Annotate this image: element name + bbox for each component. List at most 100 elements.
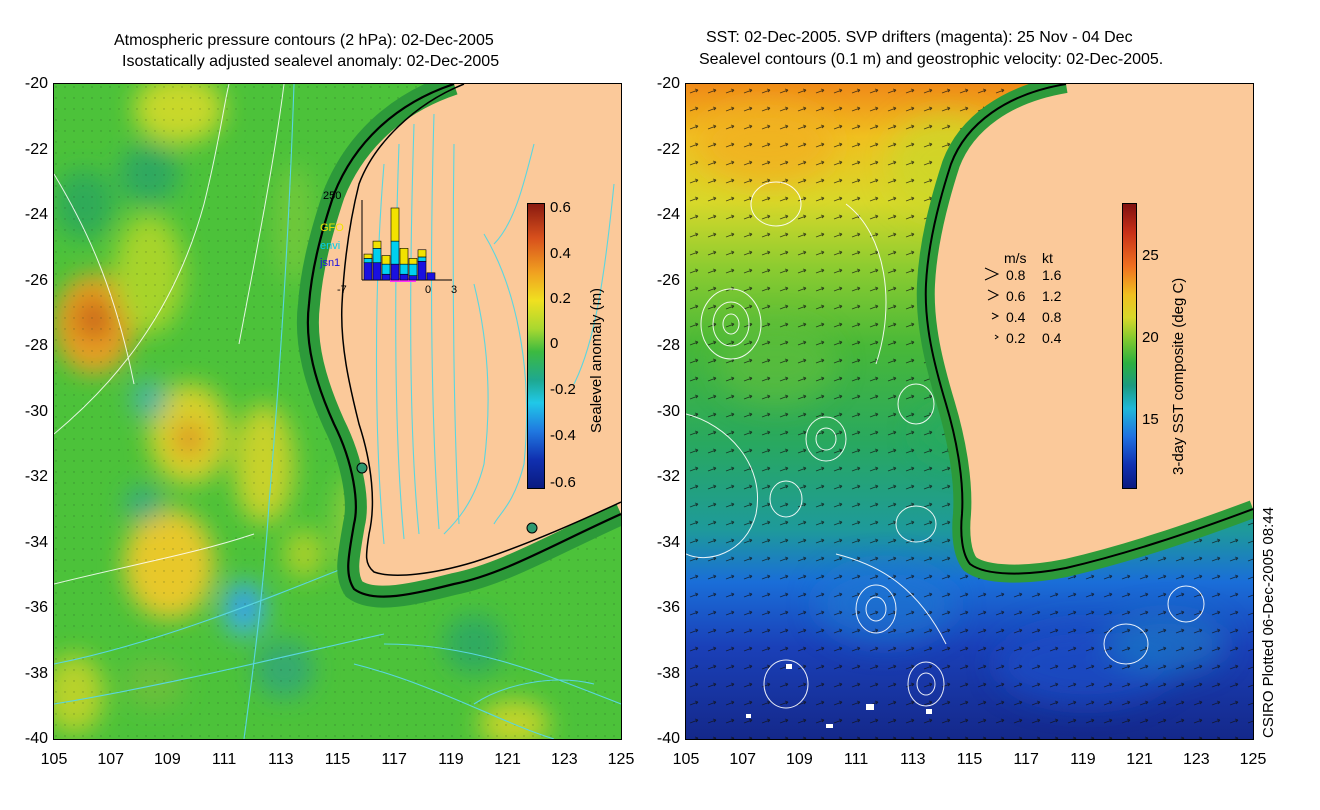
left-lat-tick-label: -30: [24, 402, 48, 420]
histogram-bar-gfo: [363, 253, 373, 259]
velocity-legend-row-4-kt: 0.4: [1042, 330, 1062, 346]
histogram-bar-gfo: [381, 255, 391, 265]
velocity-legend-row-1-ms: 0.8: [1006, 267, 1026, 283]
right-lat-tick-label: -24: [656, 206, 680, 223]
histogram-bar-jsn1: [417, 260, 427, 281]
left-pressure-contours-cyan: [54, 84, 621, 739]
left-land-coast: [340, 84, 621, 576]
right-map-svg: [686, 84, 1253, 739]
velocity-legend-row-3-kt: 0.8: [1042, 309, 1062, 325]
left-lon-tick-label: 109: [154, 751, 181, 768]
right-land: [925, 84, 1253, 739]
left-coastline: [306, 84, 621, 598]
left-cbar-tick-6: -0.6: [550, 474, 576, 491]
left-lon-tick-label: 107: [97, 751, 125, 768]
right-coastline: [924, 84, 1253, 575]
right-lat-tick-label: -40: [656, 730, 680, 747]
histogram-x-label-max: 3: [451, 284, 458, 296]
left-lon-tick-label: 119: [438, 751, 464, 768]
right-colorbar: [1122, 203, 1137, 489]
histogram-bar-jsn1: [381, 273, 391, 281]
right-map[interactable]: [685, 83, 1254, 740]
right-lon-tick-label: 107: [729, 751, 757, 768]
right-lon-tick-label: 119: [1070, 751, 1096, 768]
left-map[interactable]: [53, 83, 622, 740]
right-lat-tick-label: -30: [656, 402, 680, 420]
histogram-x-label-min: -7: [337, 284, 347, 296]
right-lat-tick-label: -36: [656, 599, 680, 616]
left-lon-tick-label: 123: [550, 751, 578, 768]
histogram-bars: [363, 207, 436, 281]
histogram-bar-jsn1: [372, 262, 382, 281]
right-title-line2: Sealevel contours (0.1 m) and geostrophi…: [699, 51, 1164, 68]
right-lon-tick-label: 111: [843, 751, 869, 768]
histogram-bar-gfo: [417, 249, 427, 258]
left-lon-tick-label: 111: [211, 751, 237, 768]
right-cbar-tick-15: 15: [1142, 411, 1159, 428]
left-lon-tick-label: 113: [268, 751, 294, 768]
histogram-bar-gfo: [399, 248, 409, 265]
left-cbar-tick-3: 0: [550, 335, 559, 352]
right-colorbar-label: 3-day SST composite (deg C): [1170, 277, 1187, 475]
right-lat-tick-label: -20: [656, 75, 680, 92]
left-lat-tick-label: -20: [24, 75, 48, 92]
left-land-contours: [375, 113, 615, 545]
histogram-bar-gfo: [372, 240, 382, 249]
right-cloud-gaps: [746, 664, 932, 728]
left-pressure-contours: [54, 84, 285, 585]
velocity-legend-row-2-ms: 0.6: [1006, 288, 1026, 304]
left-lat-tick-label: -38: [24, 664, 48, 682]
right-cbar-tick-25: 25: [1142, 247, 1159, 264]
right-lon-tick-label: 125: [1239, 751, 1267, 768]
velocity-legend-row-3-ms: 0.4: [1006, 309, 1026, 325]
right-lat-tick-label: -34: [656, 533, 680, 551]
left-lat-tick-label: -32: [24, 468, 48, 485]
velocity-legend-row-1-kt: 1.6: [1042, 267, 1062, 283]
left-inset-histogram: 250 GFO envi jsn1 -7 0 3: [310, 188, 460, 298]
histogram-bar-envi: [417, 256, 427, 262]
velocity-legend-row-4-ms: 0.2: [1006, 330, 1026, 346]
left-lat-tick-label: -24: [24, 206, 48, 223]
right-lat-tick-label: -22: [656, 140, 680, 158]
histogram-bar-envi: [372, 248, 382, 264]
left-lon-tick-label: 115: [324, 751, 351, 768]
histogram-bar-envi: [390, 240, 400, 265]
right-lon-tick-label: 123: [1182, 751, 1210, 768]
histogram-bar-gfo: [408, 258, 418, 265]
left-lat-tick-label: -22: [24, 140, 48, 158]
left-title-line1: Atmospheric pressure contours (2 hPa): 0…: [114, 32, 494, 49]
histogram-bar-jsn1: [399, 273, 409, 281]
histogram-legend-jsn1: jsn1: [320, 257, 341, 269]
right-title-line1: SST: 02-Dec-2005. SVP drifters (magenta)…: [706, 29, 1133, 46]
velocity-legend-arrows: [984, 267, 1000, 340]
left-cbar-tick-5: -0.4: [550, 427, 576, 444]
histogram-bar-envi: [399, 263, 409, 275]
left-lat-tick-label: -40: [24, 730, 48, 747]
histogram-x-label-zero: 0: [425, 284, 432, 296]
histogram-bar-envi: [363, 258, 373, 264]
velocity-legend-header-kt: kt: [1042, 250, 1053, 266]
left-cbar-tick-1: 0.4: [550, 245, 571, 262]
right-lat-tick-label: -32: [656, 468, 680, 485]
histogram-bar-envi: [381, 263, 391, 275]
histogram-legend-gfo: GFO: [320, 222, 344, 234]
histogram-bar-gfo: [390, 207, 400, 242]
left-title-line2: Isostatically adjusted sealevel anomaly:…: [122, 53, 500, 70]
right-lon-tick-label: 105: [672, 751, 700, 768]
left-lat-tick-label: -34: [24, 533, 48, 551]
station-marker-south[interactable]: [526, 522, 538, 534]
left-lat-tick-label: -36: [24, 599, 48, 616]
left-lon-tick-label: 125: [607, 751, 635, 768]
left-colorbar-label: Sealevel anomaly (m): [588, 287, 605, 433]
histogram-ymax-label: 250: [323, 190, 342, 202]
credit-text: CSIRO Plotted 06-Dec-2005 08:44: [1260, 507, 1277, 738]
histogram-bar-jsn1: [426, 272, 436, 281]
left-lon-tick-label: 117: [381, 751, 407, 768]
right-sealevel-contours: [686, 181, 1205, 709]
right-lon-tick-label: 109: [786, 751, 813, 768]
right-lat-tick-label: -38: [656, 664, 680, 682]
velocity-legend: m/s kt 0.8 1.6 0.6 1.2 0.4 0.8 0.2 0.4: [980, 250, 1090, 350]
velocity-legend-header-ms: m/s: [1004, 250, 1027, 266]
histogram-svg: [361, 200, 452, 282]
station-marker-west[interactable]: [356, 462, 368, 474]
